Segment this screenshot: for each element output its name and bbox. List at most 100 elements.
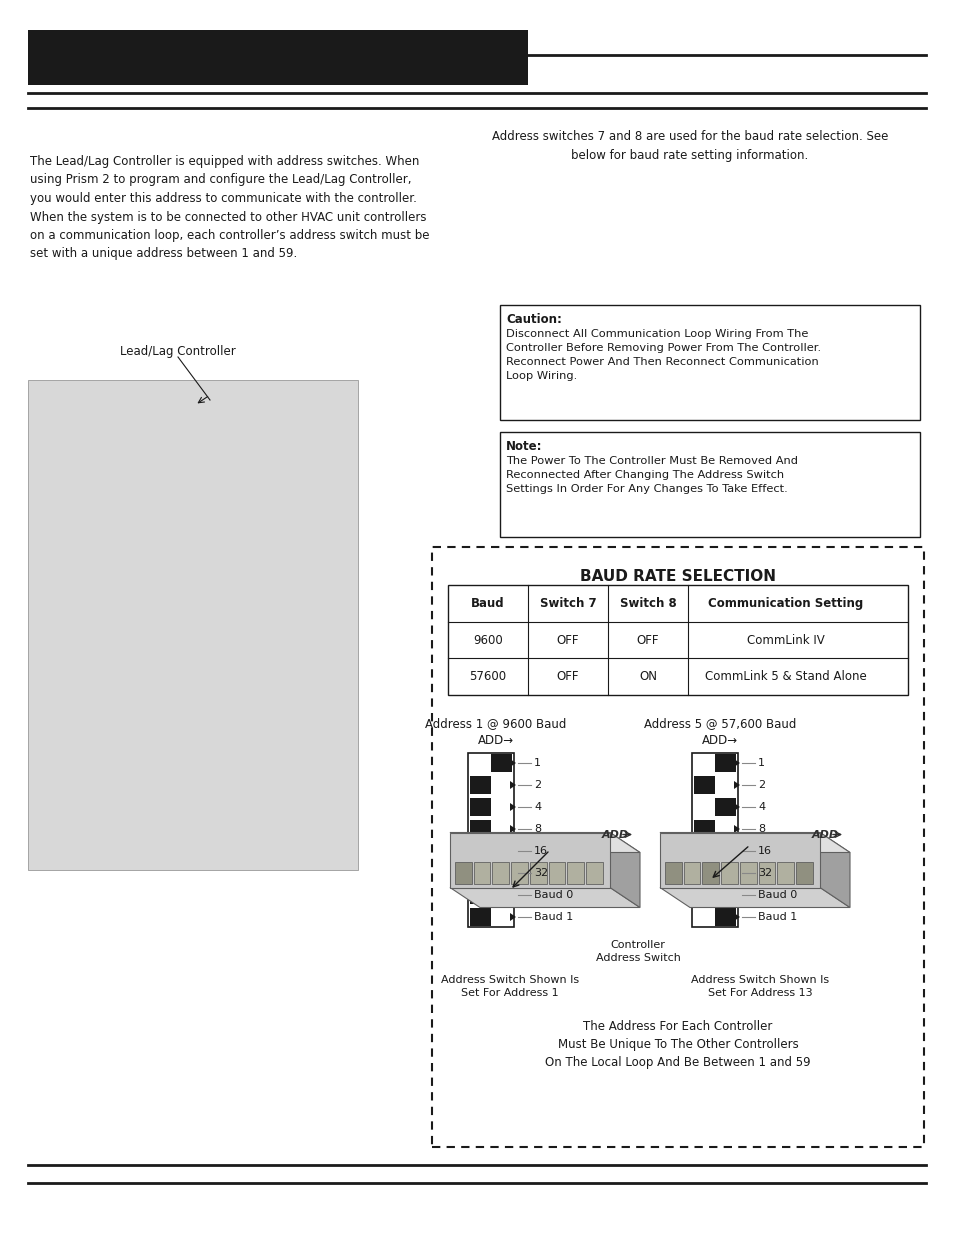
FancyBboxPatch shape [692,842,737,860]
FancyBboxPatch shape [796,862,812,883]
FancyBboxPatch shape [470,885,491,904]
FancyBboxPatch shape [714,842,735,860]
Text: 8: 8 [758,824,764,834]
Polygon shape [733,847,740,855]
Polygon shape [659,832,820,888]
FancyBboxPatch shape [491,908,512,926]
Polygon shape [510,760,516,767]
FancyBboxPatch shape [470,820,491,839]
Text: Lead/Lag Controller: Lead/Lag Controller [120,345,235,358]
FancyBboxPatch shape [664,862,681,883]
Text: Address 5 @ 57,600 Baud: Address 5 @ 57,600 Baud [643,718,796,730]
Text: 16: 16 [758,846,771,856]
Polygon shape [659,832,849,852]
Text: 9600: 9600 [473,634,502,646]
Text: Address switches 7 and 8 are used for the baud rate selection. See
below for bau: Address switches 7 and 8 are used for th… [492,130,887,162]
FancyBboxPatch shape [692,776,737,794]
FancyBboxPatch shape [714,820,735,839]
FancyBboxPatch shape [491,842,512,860]
FancyBboxPatch shape [693,755,714,772]
Text: 2: 2 [534,781,540,790]
Text: Switch 7: Switch 7 [539,597,596,610]
Text: Baud 0: Baud 0 [758,890,797,900]
Polygon shape [733,803,740,811]
FancyBboxPatch shape [714,755,735,772]
FancyBboxPatch shape [469,755,513,772]
FancyBboxPatch shape [692,864,737,882]
FancyBboxPatch shape [469,798,513,816]
FancyBboxPatch shape [468,753,514,927]
Polygon shape [733,913,740,921]
Text: ADD: ADD [811,830,838,840]
Polygon shape [820,832,849,908]
Text: Note:: Note: [505,440,542,453]
Text: ADD: ADD [600,830,628,840]
FancyBboxPatch shape [720,862,738,883]
Text: 57600: 57600 [469,671,506,683]
Text: The Power To The Controller Must Be Removed And
Reconnected After Changing The A: The Power To The Controller Must Be Remo… [505,456,797,494]
FancyBboxPatch shape [491,755,512,772]
FancyBboxPatch shape [740,862,756,883]
Text: Caution:: Caution: [505,312,561,326]
Text: The Lead/Lag Controller is equipped with address switches. When
using Prism 2 to: The Lead/Lag Controller is equipped with… [30,156,429,261]
Polygon shape [733,869,740,877]
FancyBboxPatch shape [692,755,737,772]
FancyBboxPatch shape [28,30,527,85]
FancyBboxPatch shape [470,776,491,794]
Text: Address 1 @ 9600 Baud: Address 1 @ 9600 Baud [425,718,566,730]
FancyBboxPatch shape [693,885,714,904]
Text: Baud 1: Baud 1 [758,911,797,923]
FancyBboxPatch shape [469,885,513,904]
FancyBboxPatch shape [693,776,714,794]
FancyBboxPatch shape [470,755,491,772]
FancyBboxPatch shape [470,842,491,860]
FancyBboxPatch shape [693,842,714,860]
FancyBboxPatch shape [470,798,491,816]
FancyBboxPatch shape [691,753,738,927]
FancyBboxPatch shape [586,862,602,883]
FancyBboxPatch shape [491,798,512,816]
Polygon shape [510,890,516,899]
Text: 4: 4 [758,802,764,811]
Text: 16: 16 [534,846,547,856]
Text: 1: 1 [758,758,764,768]
FancyBboxPatch shape [693,864,714,882]
Text: Communication Setting: Communication Setting [707,597,862,610]
FancyBboxPatch shape [714,908,735,926]
Polygon shape [510,803,516,811]
Text: Switch 8: Switch 8 [619,597,676,610]
Text: Baud 0: Baud 0 [534,890,573,900]
Text: OFF: OFF [636,634,659,646]
FancyBboxPatch shape [693,820,714,839]
Text: CommLink IV: CommLink IV [746,634,823,646]
FancyBboxPatch shape [683,862,700,883]
Text: 4: 4 [534,802,540,811]
Text: OFF: OFF [557,634,578,646]
FancyBboxPatch shape [548,862,565,883]
Polygon shape [733,890,740,899]
FancyBboxPatch shape [692,885,737,904]
FancyBboxPatch shape [474,862,490,883]
Polygon shape [733,781,740,789]
Text: Address Switch Shown Is
Set For Address 1: Address Switch Shown Is Set For Address … [440,974,578,998]
Polygon shape [450,888,639,908]
FancyBboxPatch shape [714,798,735,816]
Polygon shape [510,825,516,832]
Text: Baud 1: Baud 1 [534,911,573,923]
FancyBboxPatch shape [693,798,714,816]
FancyBboxPatch shape [469,776,513,794]
Text: ADD→: ADD→ [477,734,514,747]
Text: The Address For Each Controller
Must Be Unique To The Other Controllers
On The L: The Address For Each Controller Must Be … [544,1020,810,1070]
Polygon shape [510,781,516,789]
Text: Baud: Baud [471,597,504,610]
Polygon shape [510,913,516,921]
FancyBboxPatch shape [28,380,357,869]
FancyBboxPatch shape [491,864,512,882]
FancyBboxPatch shape [470,908,491,926]
Polygon shape [659,888,849,908]
Text: Controller
Address Switch: Controller Address Switch [595,940,679,963]
FancyBboxPatch shape [448,585,907,695]
FancyBboxPatch shape [469,820,513,839]
FancyBboxPatch shape [469,842,513,860]
FancyBboxPatch shape [499,305,919,420]
